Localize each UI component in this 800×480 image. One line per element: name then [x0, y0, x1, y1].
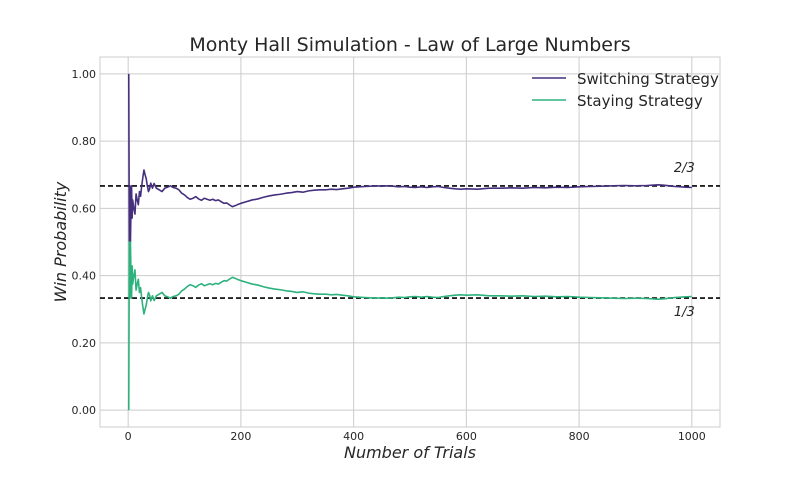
x-tick-label: 200 [230, 430, 251, 443]
y-axis-label: Win Probability [51, 181, 70, 302]
y-axis-ticks: 0.00 0.20 0.40 0.60 0.80 1.00 [72, 68, 97, 417]
x-tick-label: 1000 [678, 430, 706, 443]
staying-strategy-line [127, 241, 692, 411]
x-tick-label: 0 [125, 430, 132, 443]
x-tick-label: 800 [569, 430, 590, 443]
x-axis-label: Number of Trials [344, 443, 476, 462]
y-tick-label: 0.60 [72, 202, 97, 215]
series [127, 73, 692, 411]
legend-label-switching: Switching Strategy [577, 70, 719, 88]
y-tick-label: 0.80 [72, 135, 97, 148]
y-tick-label: 1.00 [72, 68, 97, 81]
reference-line-label: 2/3 [674, 161, 695, 176]
x-tick-label: 600 [456, 430, 477, 443]
y-tick-label: 0.20 [72, 337, 97, 350]
legend: Switching Strategy Staying Strategy [532, 70, 719, 110]
reference-line-label: 1/3 [674, 305, 695, 320]
y-tick-label: 0.00 [72, 404, 97, 417]
plot-frame [99, 56, 721, 428]
switching-strategy-line [127, 73, 692, 243]
legend-label-staying: Staying Strategy [577, 92, 703, 110]
x-tick-label: 400 [343, 430, 364, 443]
grid [100, 57, 720, 427]
chart-title: Monty Hall Simulation - Law of Large Num… [189, 34, 630, 56]
x-axis-ticks: 0 200 400 600 800 1000 [125, 430, 706, 443]
y-tick-label: 0.40 [72, 270, 97, 283]
